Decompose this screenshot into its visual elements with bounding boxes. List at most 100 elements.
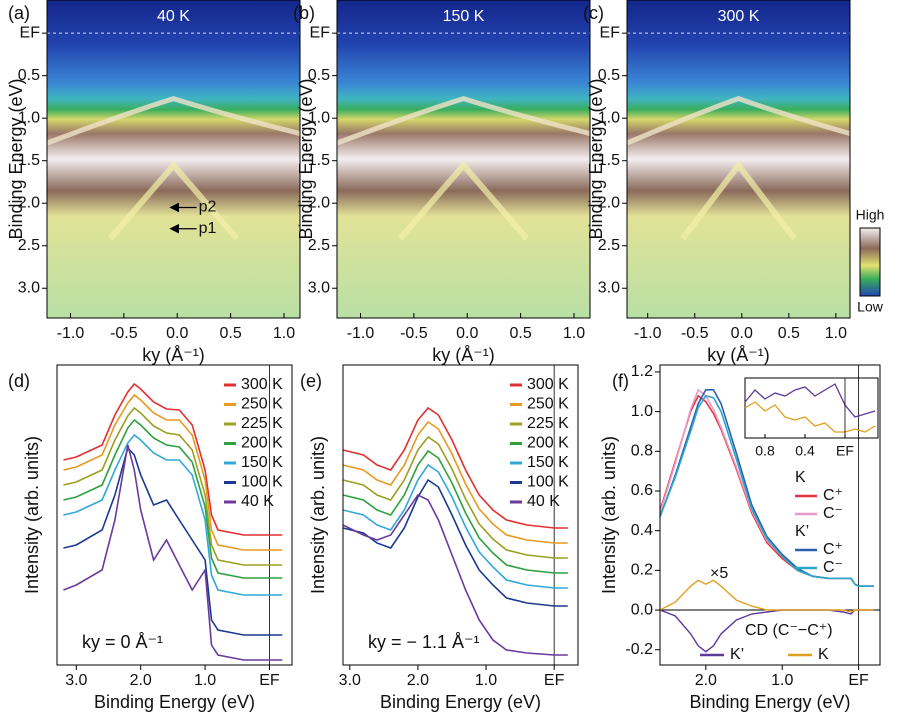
x-tick-label: -0.5 [110, 325, 138, 342]
series-line [342, 463, 568, 589]
y-tick-label: 3.0 [308, 279, 330, 296]
x-tick-label: 2.0 [695, 672, 717, 689]
y-tick-label: 0.0 [631, 601, 653, 618]
y-tick-label: 1.0 [308, 109, 330, 126]
intensity-map [47, 0, 300, 318]
x-tick-label: -1.0 [57, 325, 85, 342]
x-tick-label: EF [259, 672, 280, 689]
legend-label: 100 K [241, 474, 283, 491]
legend-label: 250 K [241, 396, 283, 413]
y-tick-label: 1.0 [18, 109, 40, 126]
x-tick-label: -0.5 [400, 325, 428, 342]
legend-label: K [818, 646, 829, 663]
x-axis-label: ky (Å⁻¹) [707, 345, 770, 365]
y-axis-label: Intensity (arb. units) [599, 436, 619, 594]
panel-label: (d) [8, 371, 30, 391]
x-tick-label: 1.0 [771, 672, 793, 689]
legend-label: 150 K [527, 454, 569, 471]
annotation: p1 [199, 220, 217, 237]
y-tick-label: 0.8 [631, 443, 653, 460]
series-line [63, 446, 283, 636]
series-line [342, 435, 568, 559]
inset-line [744, 401, 876, 433]
y-axis-label: Intensity (arb. units) [308, 436, 328, 594]
y-axis-label: Binding Energy (eV) [296, 78, 316, 239]
legend-label: 225 K [527, 415, 569, 432]
x-tick-label: 2.0 [130, 672, 152, 689]
y-tick-label: 0.5 [308, 67, 330, 84]
x-tick-label: -0.5 [681, 325, 709, 342]
y-axis-label: Binding Energy (eV) [586, 78, 606, 239]
colorbar [859, 227, 881, 297]
panel-title: 300 K [718, 8, 760, 25]
y-tick-label: -0.2 [625, 641, 653, 658]
x-axis-label: Binding Energy (eV) [380, 692, 541, 712]
x-tick-label: 1.0 [194, 672, 216, 689]
y-axis-label: Binding Energy (eV) [6, 78, 26, 239]
x-tick-label: 0.5 [778, 325, 800, 342]
y-tick-label: 0.5 [598, 67, 620, 84]
x-tick-label: 1.0 [273, 325, 295, 342]
frame [56, 364, 293, 666]
band-dome [46, 95, 301, 146]
y-axis-label: Intensity (arb. units) [22, 436, 42, 594]
y-tick-label: 2.5 [598, 237, 620, 254]
frame [342, 364, 579, 666]
annotation: p2 [199, 199, 217, 216]
inset-frame [744, 377, 879, 439]
x-tick-label: 0.5 [509, 325, 531, 342]
x-tick-label: 3.0 [65, 672, 87, 689]
annotation: ky = − 1.1 Å⁻¹ [368, 632, 480, 652]
legend-label: 200 K [241, 435, 283, 452]
x-tick-label: 1.0 [475, 672, 497, 689]
x-tick-label: 3.0 [339, 672, 361, 689]
legend-label: C⁺ [823, 487, 843, 504]
series-line [63, 393, 283, 551]
x-tick-label: 0.5 [219, 325, 241, 342]
x-tick-label: 1.0 [563, 325, 585, 342]
intensity-map [627, 0, 850, 318]
x-tick-label: 0.0 [731, 325, 753, 342]
band-dome [336, 95, 591, 146]
cd-annotation: ×5 [710, 565, 728, 582]
frame [46, 0, 301, 319]
series-line [342, 420, 568, 544]
y-tick-label: 0.4 [631, 522, 653, 539]
band-v [397, 160, 530, 241]
y-tick-label: 1.5 [308, 152, 330, 169]
colorbar-low: Low [857, 299, 884, 315]
panel-label: (a) [8, 3, 30, 23]
series-line [63, 382, 283, 536]
y-tick-label: 1.0 [598, 109, 620, 126]
cd-legend-title: CD (C⁻−C⁺) [745, 622, 833, 639]
x-tick-label: EF [544, 672, 565, 689]
y-tick-label: 0.6 [631, 482, 653, 499]
legend-label: 150 K [241, 454, 283, 471]
x-axis-label: ky (Å⁻¹) [432, 345, 495, 365]
y-tick-label: 0.5 [18, 67, 40, 84]
cd-line [659, 579, 874, 613]
y-tick-label: 2.0 [308, 194, 330, 211]
band-dome [626, 95, 851, 146]
x-tick-label: -1.0 [347, 325, 375, 342]
series-line [342, 406, 568, 529]
inset-line [744, 383, 876, 418]
y-tick-label: EF [310, 24, 331, 41]
panel-label: (e) [300, 371, 322, 391]
series-line [342, 493, 568, 656]
band-v [680, 160, 797, 241]
y-tick-label: EF [20, 24, 41, 41]
series-line [659, 394, 874, 587]
panel-label: (f) [612, 371, 629, 391]
y-tick-label: 3.0 [18, 279, 40, 296]
legend-label: C⁻ [823, 505, 843, 522]
series-line [342, 478, 568, 607]
x-tick-label: EF [848, 672, 869, 689]
y-tick-label: 2.5 [308, 237, 330, 254]
legend-label: C⁺ [823, 541, 843, 558]
x-axis-label: ky (Å⁻¹) [142, 345, 205, 365]
x-tick-label: 2.0 [407, 672, 429, 689]
y-tick-label: 1.5 [598, 152, 620, 169]
